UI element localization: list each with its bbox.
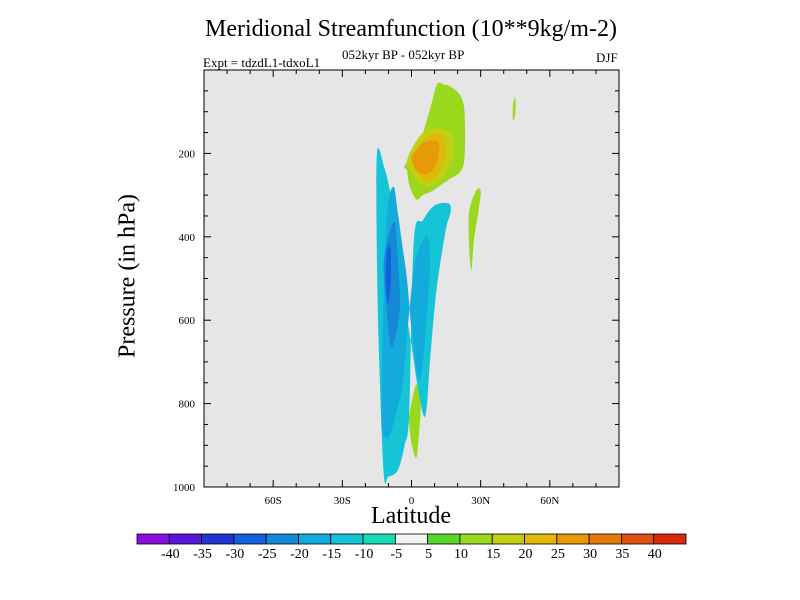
y-tick-label: 800 — [179, 399, 196, 411]
x-tick-label: 30N — [471, 495, 490, 507]
colorbar-label: 30 — [583, 547, 597, 562]
colorbar-label: -20 — [290, 547, 309, 562]
colorbar-label: 35 — [615, 547, 629, 562]
colorbar-box — [265, 533, 299, 545]
y-tick-label: 1000 — [173, 482, 196, 494]
contour-regions — [376, 82, 516, 484]
x-tick-label: 0 — [409, 495, 415, 507]
colorbar-box — [201, 533, 235, 545]
colorbar-box — [394, 533, 429, 545]
colorbar-label: 5 — [425, 547, 432, 562]
x-tick-label: 60S — [265, 495, 282, 507]
axis-ticks: 60S 30S 0 30N 60N 200 400 600 800 1000 — [173, 69, 619, 507]
colorbar-label: 40 — [648, 547, 662, 562]
colorbar-box — [653, 533, 687, 545]
y-tick-label: 400 — [179, 232, 196, 244]
colorbar-box — [621, 533, 655, 545]
y-tick-label: 200 — [179, 148, 196, 160]
experiment-label: Expt = tdzdL1-tdxoL1 — [203, 55, 321, 70]
colorbar-label: 25 — [551, 547, 565, 562]
colorbar-box — [233, 533, 267, 545]
colorbar-box — [459, 533, 493, 545]
y-tick-label: 600 — [179, 315, 196, 327]
colorbar-label: 15 — [486, 547, 500, 562]
colorbar-box — [330, 533, 364, 545]
colorbar-label: -40 — [161, 547, 180, 562]
colorbar: -40 -35 -30 -25 -20 -15 -10 -5 5 10 15 20 25 30 35 40 — [136, 533, 687, 562]
chart-subtitle: 052kyr BP - 052kyr BP — [342, 47, 465, 62]
colorbar-label: -35 — [193, 547, 212, 562]
chart-title: Meridional Streamfunction (10**9kg/m-2) — [205, 16, 617, 42]
colorbar-box — [556, 533, 590, 545]
contour-region-nh-subtropical-positive — [468, 188, 481, 271]
colorbar-box — [588, 533, 622, 545]
colorbar-box — [168, 533, 202, 545]
colorbar-box — [136, 533, 170, 545]
colorbar-box — [362, 533, 396, 545]
colorbar-label: -30 — [226, 547, 245, 562]
x-tick-label: 30S — [334, 495, 351, 507]
x-tick-label: 60N — [540, 495, 559, 507]
colorbar-label: 10 — [454, 547, 468, 562]
colorbar-label: -10 — [355, 547, 374, 562]
colorbar-box — [491, 533, 525, 545]
colorbar-box — [298, 533, 332, 545]
contour-region-high-lat-positive — [512, 96, 516, 121]
season-label: DJF — [596, 50, 618, 65]
contour-region-lower-positive — [408, 384, 421, 458]
contour-region-negative-cell-core — [385, 244, 392, 304]
colorbar-label: 20 — [519, 547, 533, 562]
contour-region-upper-positive-core-25 — [411, 140, 440, 175]
colorbar-label: -15 — [322, 547, 341, 562]
colorbar-label: -25 — [258, 547, 277, 562]
contour-region-negative-cell-core-right — [417, 242, 430, 292]
colorbar-box — [427, 533, 461, 545]
x-axis-label: Latitude — [371, 503, 451, 529]
colorbar-label: -5 — [391, 547, 403, 562]
colorbar-box — [524, 533, 558, 545]
